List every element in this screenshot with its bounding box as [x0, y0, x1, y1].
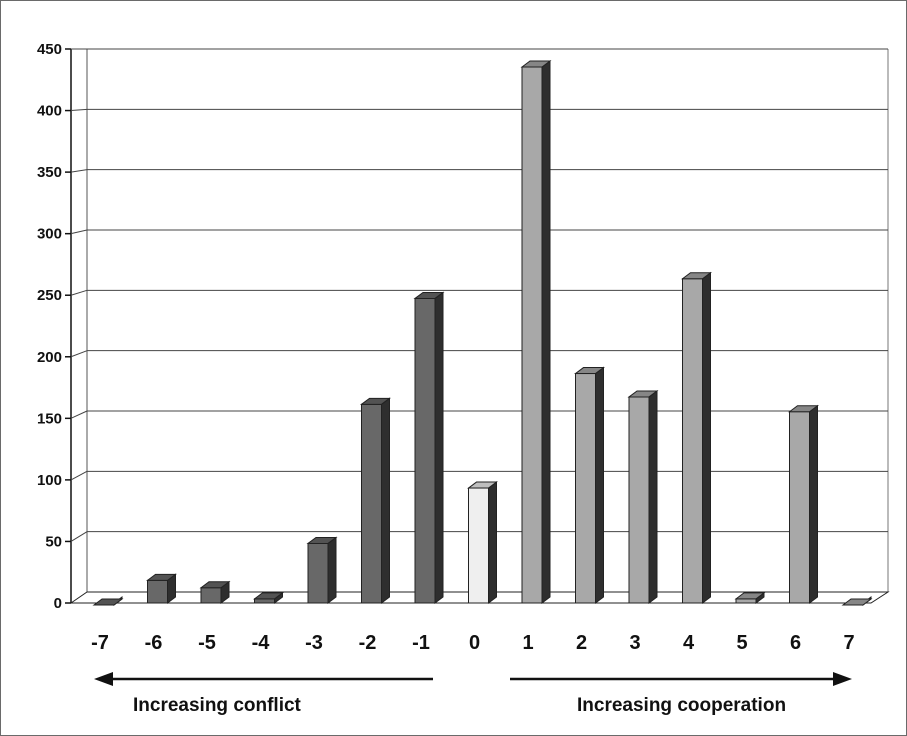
bar--5	[199, 580, 231, 604]
bar-top	[253, 592, 284, 600]
y-tick-label: 350	[37, 164, 62, 181]
bar-side	[327, 536, 337, 604]
y-tick-label: 250	[37, 287, 62, 304]
bar-top	[841, 598, 873, 606]
x-tick-label: -4	[252, 632, 271, 654]
direction-arrows	[94, 672, 852, 686]
y-tick-label: 200	[37, 349, 62, 366]
bar-front	[682, 278, 703, 604]
bar-front	[361, 403, 382, 604]
bar-top	[199, 581, 231, 589]
bar-front	[468, 487, 489, 604]
bar-top	[574, 367, 605, 375]
bar-side	[702, 271, 711, 604]
bar-0	[467, 481, 498, 604]
x-tick-label: -5	[198, 632, 216, 654]
x-tick-label: -1	[412, 632, 430, 654]
bars	[92, 60, 873, 606]
y-tick-label: 0	[54, 595, 62, 612]
bar-front	[789, 411, 810, 604]
x-tick-label: 5	[736, 632, 747, 654]
bar--7	[92, 596, 124, 606]
bar--6	[146, 573, 177, 604]
gridline-depth	[70, 350, 88, 358]
bar-top	[734, 592, 766, 600]
conflict-arrow-head	[94, 672, 113, 686]
gridline-depth	[70, 108, 88, 112]
bar-1	[520, 60, 552, 604]
gridline-depth	[70, 410, 88, 419]
bar-side	[434, 291, 444, 604]
y-tick-label: 50	[45, 533, 62, 550]
x-tick-label: -2	[359, 632, 377, 654]
bar-5	[734, 591, 766, 604]
bar-4	[681, 271, 712, 604]
bar-front	[254, 598, 275, 604]
y-tick-label: 450	[37, 41, 62, 58]
x-tick-label: 4	[683, 632, 695, 654]
bar-top	[92, 598, 124, 606]
bar-front	[307, 542, 329, 604]
gridline-depth	[70, 229, 88, 235]
x-tick-label: -3	[305, 632, 323, 654]
cooperation-label: Increasing cooperation	[577, 695, 786, 716]
y-tick-label: 400	[37, 103, 62, 120]
bar-3	[627, 389, 659, 604]
gridline-depth	[70, 531, 88, 542]
cooperation-arrow-head	[833, 672, 852, 686]
x-tick-label: 1	[522, 632, 533, 654]
x-tick-label: 3	[629, 632, 640, 654]
bar-top	[467, 481, 498, 489]
gridline-depth	[70, 470, 88, 481]
bar-top	[306, 536, 338, 544]
bar-front	[200, 587, 222, 604]
x-tick-label: 7	[843, 632, 854, 654]
bar-top	[146, 573, 177, 581]
bar-top	[788, 405, 819, 413]
x-tick-label: 2	[576, 632, 587, 654]
bar-front	[147, 579, 168, 604]
y-tick-label: 300	[37, 226, 62, 243]
x-tick-label: 0	[469, 632, 480, 654]
bar-front	[521, 66, 543, 604]
bar-side	[541, 60, 551, 604]
y-axis-ticks: 0 50 100 150 200 250 300 350 400 450	[37, 41, 71, 612]
bar--1	[413, 291, 445, 604]
bar--2	[360, 397, 391, 604]
bar--4	[253, 591, 284, 604]
x-axis-ticks: -7 -6 -5 -4 -3 -2 -1 0 1 2 3 4 5 6 7	[91, 632, 854, 654]
y-tick-label: 150	[37, 410, 62, 427]
bar-top	[627, 390, 659, 398]
conflict-label: Increasing conflict	[133, 695, 302, 716]
gridline-depth	[70, 289, 88, 296]
bar-side	[381, 397, 390, 604]
bar-front	[628, 396, 650, 604]
bar-side	[648, 389, 658, 604]
bar-2	[574, 366, 605, 604]
y-tick-label: 100	[37, 472, 62, 489]
bar--3	[306, 536, 338, 604]
bar-front	[735, 598, 757, 604]
x-tick-label: -6	[145, 632, 163, 654]
bar-top	[681, 272, 712, 280]
bar-side	[809, 404, 818, 604]
bar-side	[595, 366, 604, 604]
gridline-depth	[70, 169, 88, 173]
bar-top	[360, 397, 391, 405]
bar-front	[414, 297, 436, 604]
bar-top	[413, 291, 445, 299]
bar-side	[488, 481, 497, 604]
x-tick-label: -7	[91, 632, 109, 654]
bar-front	[575, 373, 596, 604]
bar-6	[788, 404, 819, 604]
bar-7	[841, 596, 873, 606]
x-tick-label: 6	[790, 632, 801, 654]
bar-top	[520, 60, 552, 68]
